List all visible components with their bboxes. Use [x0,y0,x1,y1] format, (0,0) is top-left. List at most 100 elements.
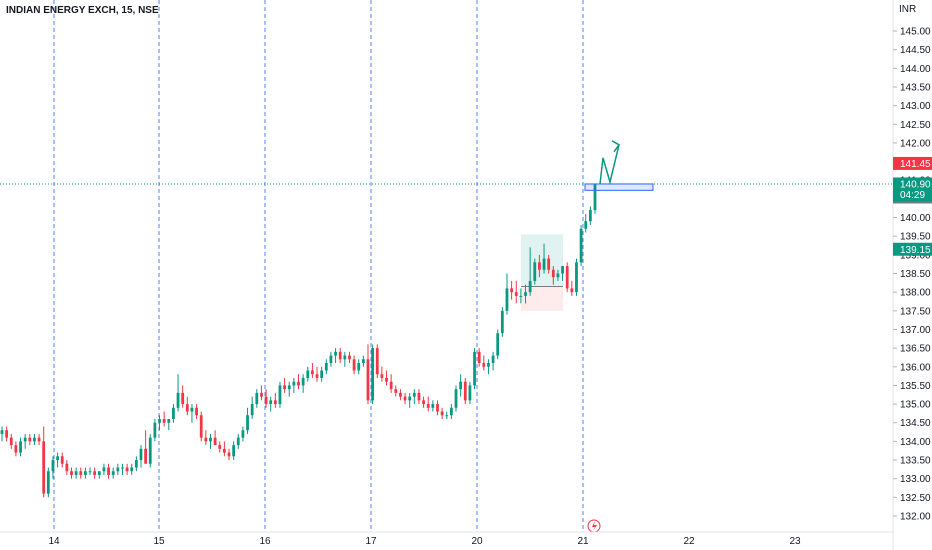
candle-body [213,437,217,446]
candle-body [482,363,486,367]
price-tick-label: 132.50 [900,493,931,504]
candle-body [329,355,333,364]
candle-body [158,419,161,423]
candle [547,254,551,274]
candle-body [463,381,467,401]
candle [88,467,92,475]
candle [371,344,375,405]
candle-body [320,370,324,378]
candle-body [394,389,398,393]
candle-body [74,471,78,475]
candle-body [130,467,134,472]
candle [125,463,129,475]
price-tick-label: 132.00 [900,512,931,523]
price-tick-label: 136.00 [900,362,931,373]
price-tick-label: 137.00 [900,325,931,336]
candle-body [297,381,300,386]
candle-body [134,460,138,468]
candle [491,351,495,371]
price-tick-label: 138.00 [900,288,931,299]
candle-body [306,370,310,378]
candle [389,374,393,393]
candle-body [412,392,416,397]
candle [556,269,560,281]
price-tick-label: 135.50 [900,381,931,392]
candle-body [283,385,286,390]
candle [408,392,412,408]
candle-body [473,351,476,386]
candle [111,467,115,479]
candle [213,430,217,446]
candle-body [324,363,328,371]
candle [487,359,490,375]
candle-body [533,262,537,281]
candle-body [505,288,509,311]
price-tick-label: 142.00 [900,138,931,149]
price-tick-label: 136.50 [900,344,931,355]
candle [93,467,97,479]
candle-body [162,419,166,423]
lightning-icon [587,519,601,533]
candle-body [514,292,518,296]
candle [551,266,555,285]
candle-body [399,392,402,397]
candle-body [584,221,588,229]
candle-body [556,273,560,278]
candle [65,460,69,475]
candle-body [144,448,148,464]
candle [352,355,356,375]
currency-label: INR [899,4,916,15]
candle [426,396,430,412]
candle [204,430,208,446]
candle-body [70,471,73,475]
symbol-title[interactable]: INDIAN ENERGY EXCH, 15, NSE [6,5,159,16]
price-badge-text: 139.15 [900,245,931,256]
candle [510,280,513,300]
time-tick-label: 15 [153,536,165,547]
candle-body [60,456,64,464]
candle-body [148,437,152,464]
candle-body [334,351,337,356]
candle [361,355,365,367]
candle-body [125,467,129,472]
candle [14,441,18,457]
candle-body [361,359,365,364]
candle [130,463,134,475]
candle [315,366,319,382]
candle [459,374,463,397]
candle-body [51,460,55,472]
candle-body [357,363,361,371]
candle [482,355,486,371]
candle [250,396,254,419]
price-tick-label: 143.50 [900,82,931,93]
candle [366,344,370,405]
candle [278,381,282,408]
candle-body [449,407,453,416]
candle-body [181,392,185,405]
candle-body [33,437,36,442]
candle-body [185,404,189,412]
candle-body [116,467,120,472]
candle-body [542,258,546,270]
candle [199,411,203,442]
candle [172,404,175,423]
candle [306,366,310,382]
candle-body [153,422,157,438]
candle [514,280,518,304]
candle [74,467,78,479]
candle [500,307,504,337]
price-tick-label: 134.00 [900,437,931,448]
price-tick-label: 133.50 [900,456,931,467]
candle [412,389,416,405]
candle-body [42,441,46,494]
candle-body [570,288,574,293]
time-tick-label: 22 [683,536,695,547]
price-tick-label: 134.50 [900,418,931,429]
candle-body [287,385,291,390]
candle-body [167,419,171,423]
candle [473,348,476,390]
candle-body [519,295,523,297]
